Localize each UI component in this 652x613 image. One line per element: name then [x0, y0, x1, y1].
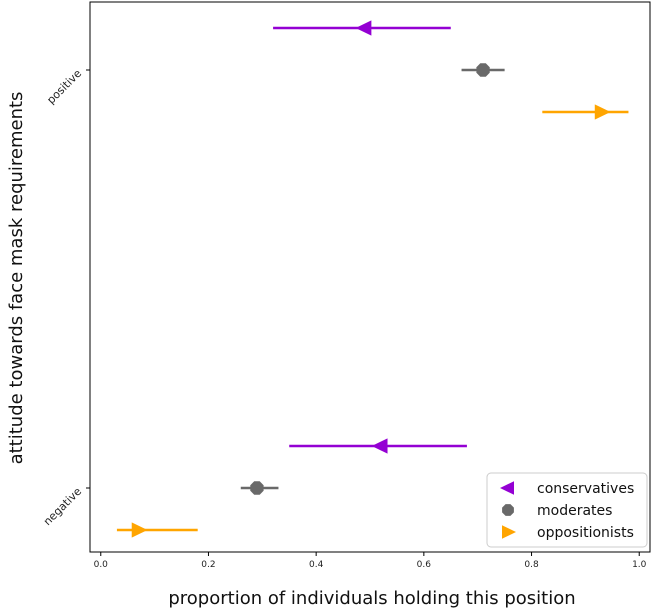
point-marker: [250, 481, 264, 495]
legend: conservatives moderates oppositionists: [486, 472, 648, 548]
legend-marker: [502, 504, 514, 516]
y-axis-ticks: positive negative: [41, 67, 90, 528]
x-tick-label: 0.0: [94, 560, 109, 570]
series-moderates-negative: [240, 481, 279, 495]
y-category-label-positive: positive: [44, 67, 84, 107]
x-axis-title: proportion of individuals holding this p…: [168, 588, 575, 609]
point-marker: [594, 104, 611, 120]
series-conservatives-negative: [289, 438, 467, 454]
x-tick-label: 0.6: [417, 560, 432, 570]
legend-marker: [500, 481, 514, 495]
legend-entry-oppositionists: oppositionists: [502, 525, 634, 541]
legend-entry-conservatives: conservatives: [500, 481, 634, 497]
series-oppositionists-negative: [116, 522, 198, 538]
legend-label: conservatives: [537, 481, 634, 497]
x-tick-label: 0.8: [524, 560, 539, 570]
point-marker: [131, 522, 148, 538]
legend-entry-moderates: moderates: [502, 503, 612, 519]
x-tick-label: 0.4: [309, 560, 324, 570]
x-axis-ticks: 0.0 0.2 0.4 0.6 0.8 1.0: [94, 552, 647, 570]
legend-label: moderates: [537, 503, 612, 519]
plot-frame: [89, 1, 651, 553]
data-marks: [116, 20, 629, 538]
series-moderates-positive: [461, 63, 505, 77]
point-marker: [355, 20, 372, 36]
y-axis-title: attitude towards face mask requirements: [6, 92, 27, 465]
point-marker: [371, 438, 388, 454]
legend-marker: [502, 525, 516, 539]
x-tick-label: 0.2: [201, 560, 215, 570]
y-category-label-negative: negative: [41, 485, 84, 528]
x-tick-label: 1.0: [632, 560, 647, 570]
legend-label: oppositionists: [537, 525, 634, 541]
point-marker: [476, 63, 490, 77]
legend-box: [486, 472, 648, 548]
series-conservatives-positive: [273, 20, 451, 36]
series-oppositionists-positive: [542, 104, 629, 120]
